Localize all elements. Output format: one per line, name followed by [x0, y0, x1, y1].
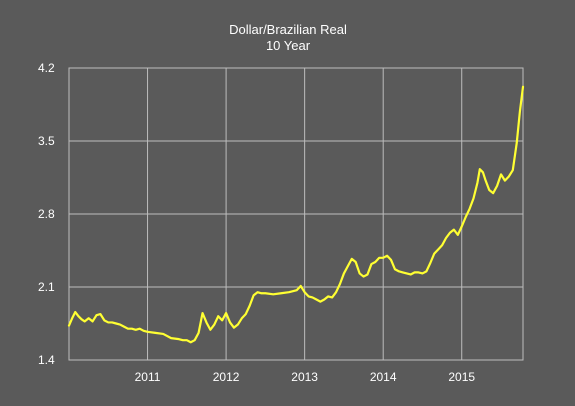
- gridlines: [69, 68, 523, 360]
- series-layer: [67, 85, 525, 344]
- x-tick-label: 2012: [213, 370, 240, 384]
- tick-labels: 1.4 2.1 2.8 3.5 4.2 2011 2012 2013 2014 2015: [38, 61, 475, 384]
- chart-subtitle: 10 Year: [266, 38, 311, 53]
- y-tick-label: 4.2: [38, 61, 55, 75]
- x-tick-label: 2014: [370, 370, 397, 384]
- chart-title: Dollar/Brazilian Real: [229, 22, 347, 37]
- x-tick-label: 2015: [448, 370, 475, 384]
- x-tick-label: 2011: [135, 370, 161, 384]
- y-tick-label: 3.5: [38, 134, 55, 148]
- y-tick-label: 1.4: [38, 353, 55, 367]
- plot-area: [68, 67, 524, 361]
- x-tick-label: 2013: [291, 370, 318, 384]
- y-tick-label: 2.8: [38, 207, 55, 221]
- y-tick-label: 2.1: [38, 280, 55, 294]
- series-line-0: [67, 85, 525, 344]
